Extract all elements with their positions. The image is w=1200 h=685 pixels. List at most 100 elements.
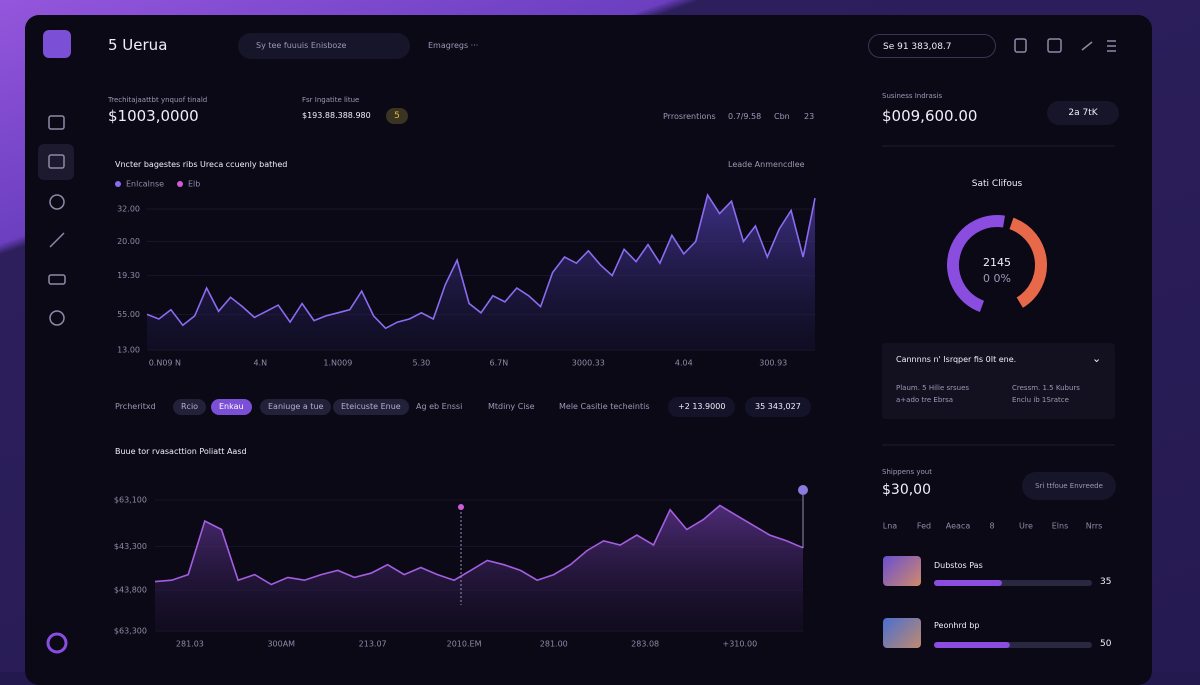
day-label: Ure xyxy=(1019,522,1033,531)
total-chip: +2 13.9000 xyxy=(668,397,736,417)
filter-link[interactable]: Mtdiny Cise xyxy=(488,402,535,411)
nav-link[interactable]: Emagregs ··· xyxy=(428,41,479,50)
x-tick-label: 300AM xyxy=(267,640,295,649)
day-label: 8 xyxy=(989,522,994,531)
x-tick-label: 0.N09 N xyxy=(149,359,181,368)
legend-label: Enlcalnse xyxy=(126,180,164,189)
x-tick-label: 213.07 xyxy=(359,640,387,649)
y-tick-label: 19.30 xyxy=(117,271,140,280)
donut-value: 2145 xyxy=(983,256,1011,269)
line xyxy=(146,193,816,330)
filter-link[interactable]: Ag eb Enssi xyxy=(416,402,463,411)
logo[interactable] xyxy=(43,30,71,58)
ship-button[interactable]: Sri ttfoue Envreede xyxy=(1022,472,1116,500)
legend-dot xyxy=(177,181,183,187)
filter-pill[interactable]: Rcio xyxy=(173,399,207,415)
y-tick-label: 20.00 xyxy=(117,237,140,246)
day-label: Aeaca xyxy=(946,522,971,531)
filter-pill[interactable]: Eaniuge a tue xyxy=(260,399,332,415)
accordion[interactable] xyxy=(882,343,1115,419)
chart-title: Buue tor rvasacttion Poliatt Aasd xyxy=(115,447,247,456)
x-tick-label: +310.00 xyxy=(723,640,758,649)
dropdown[interactable]: Leade Anmencdlee xyxy=(728,160,805,169)
period-count[interactable]: 23 xyxy=(804,112,815,121)
side-value: $009,600.00 xyxy=(882,107,978,125)
filter-label: Prcheritxd xyxy=(115,402,156,411)
ship-label: Shippens yout xyxy=(882,468,932,476)
donut-segment xyxy=(947,215,1005,312)
y-tick-label: $43,800 xyxy=(114,586,147,595)
accordion-item: Enclu ib 1Sratce xyxy=(1012,396,1069,404)
stat-label: Fsr Ingatite litue xyxy=(302,96,360,104)
y-tick-label: 55.00 xyxy=(117,310,140,319)
side-label: Susiness Indrasis xyxy=(882,92,943,100)
legend-label: Elb xyxy=(188,180,200,189)
progress-bar xyxy=(934,580,1002,586)
header-icon[interactable] xyxy=(1107,40,1116,52)
x-tick-label: 300.93 xyxy=(759,359,787,368)
y-tick-label: 32.00 xyxy=(117,204,140,213)
stat-value: $193.88.388.980 xyxy=(302,111,371,120)
period-label: Prrosrentions xyxy=(663,112,716,121)
day-label: Nrrs xyxy=(1086,522,1103,531)
avatar xyxy=(883,618,921,648)
cursor-dot xyxy=(458,504,464,510)
x-tick-label: 281.03 xyxy=(176,640,204,649)
user-icon[interactable] xyxy=(46,632,68,654)
header-icon[interactable] xyxy=(1047,38,1062,53)
filter-pill[interactable]: Eteicuste Enue xyxy=(333,399,409,415)
x-tick-label: 6.7N xyxy=(490,359,509,368)
filter-link[interactable]: Mele Casitie techeintis xyxy=(559,402,650,411)
stat-label: Trechitajaattbt ynquof tinald xyxy=(108,96,208,104)
period-range[interactable]: 0.7/9.58 xyxy=(728,112,762,121)
person-score: 50 xyxy=(1100,639,1112,649)
header-icon[interactable] xyxy=(1081,41,1093,51)
balance[interactable]: Se 91 383,08.7 xyxy=(868,34,996,58)
person-score: 35 xyxy=(1100,577,1112,587)
x-tick-label: 3000.33 xyxy=(572,359,605,368)
line xyxy=(154,504,804,586)
x-tick-label: 4.04 xyxy=(675,359,693,368)
brand: 5 Uerua xyxy=(108,36,168,54)
search-box[interactable]: Sy tee fuuuis Enisboze xyxy=(238,33,410,59)
day-label: Lna xyxy=(883,522,898,531)
person-name: Dubstos Pas xyxy=(934,561,983,570)
filter-pill[interactable]: Enkau xyxy=(211,399,252,415)
accordion-item: a+ado tre Ebrsa xyxy=(896,396,954,404)
nav-icon[interactable] xyxy=(48,115,65,130)
accordion-item: Cressm. 1.5 Kuburs xyxy=(1012,384,1080,392)
legend-dot xyxy=(115,181,121,187)
x-tick-label: 4.N xyxy=(254,359,268,368)
nav-icon[interactable] xyxy=(48,154,65,169)
cursor-dot xyxy=(798,485,808,495)
chart-title: Vncter bagestes ribs Ureca ccuenly bathe… xyxy=(115,160,288,169)
nav-icon[interactable] xyxy=(49,194,65,210)
day-label: Fed xyxy=(917,522,931,531)
y-tick-label: $63,100 xyxy=(114,495,147,504)
area xyxy=(147,195,815,350)
donut-title: Sati Clifous xyxy=(971,179,1023,189)
nav-icon[interactable] xyxy=(49,310,65,326)
y-tick-label: $43,300 xyxy=(114,542,147,551)
y-tick-label: $63,300 xyxy=(114,627,147,636)
y-tick-label: 13.00 xyxy=(117,346,140,355)
stat-value: $1003,0000 xyxy=(108,107,199,125)
donut-label: 0 0% xyxy=(983,272,1011,285)
period-unit[interactable]: Cbn xyxy=(774,112,790,121)
x-tick-label: 281.00 xyxy=(540,640,568,649)
day-label: Elns xyxy=(1052,522,1069,531)
accordion-title[interactable]: Cannnns n' Isrqper fis 0It ene. xyxy=(896,355,1017,364)
header-icon[interactable] xyxy=(1014,38,1027,53)
nav-icon[interactable] xyxy=(48,274,66,285)
x-tick-label: 5.30 xyxy=(412,359,430,368)
x-tick-label: 283.08 xyxy=(631,640,659,649)
nav-icon[interactable] xyxy=(49,232,65,248)
donut-segment xyxy=(1009,217,1047,308)
side-badge[interactable]: 2a 7tK xyxy=(1047,101,1119,125)
progress-bar xyxy=(934,642,1010,648)
avatar xyxy=(883,556,921,586)
nav-active[interactable] xyxy=(38,144,74,180)
chevron[interactable]: ⌄ xyxy=(1092,352,1102,365)
